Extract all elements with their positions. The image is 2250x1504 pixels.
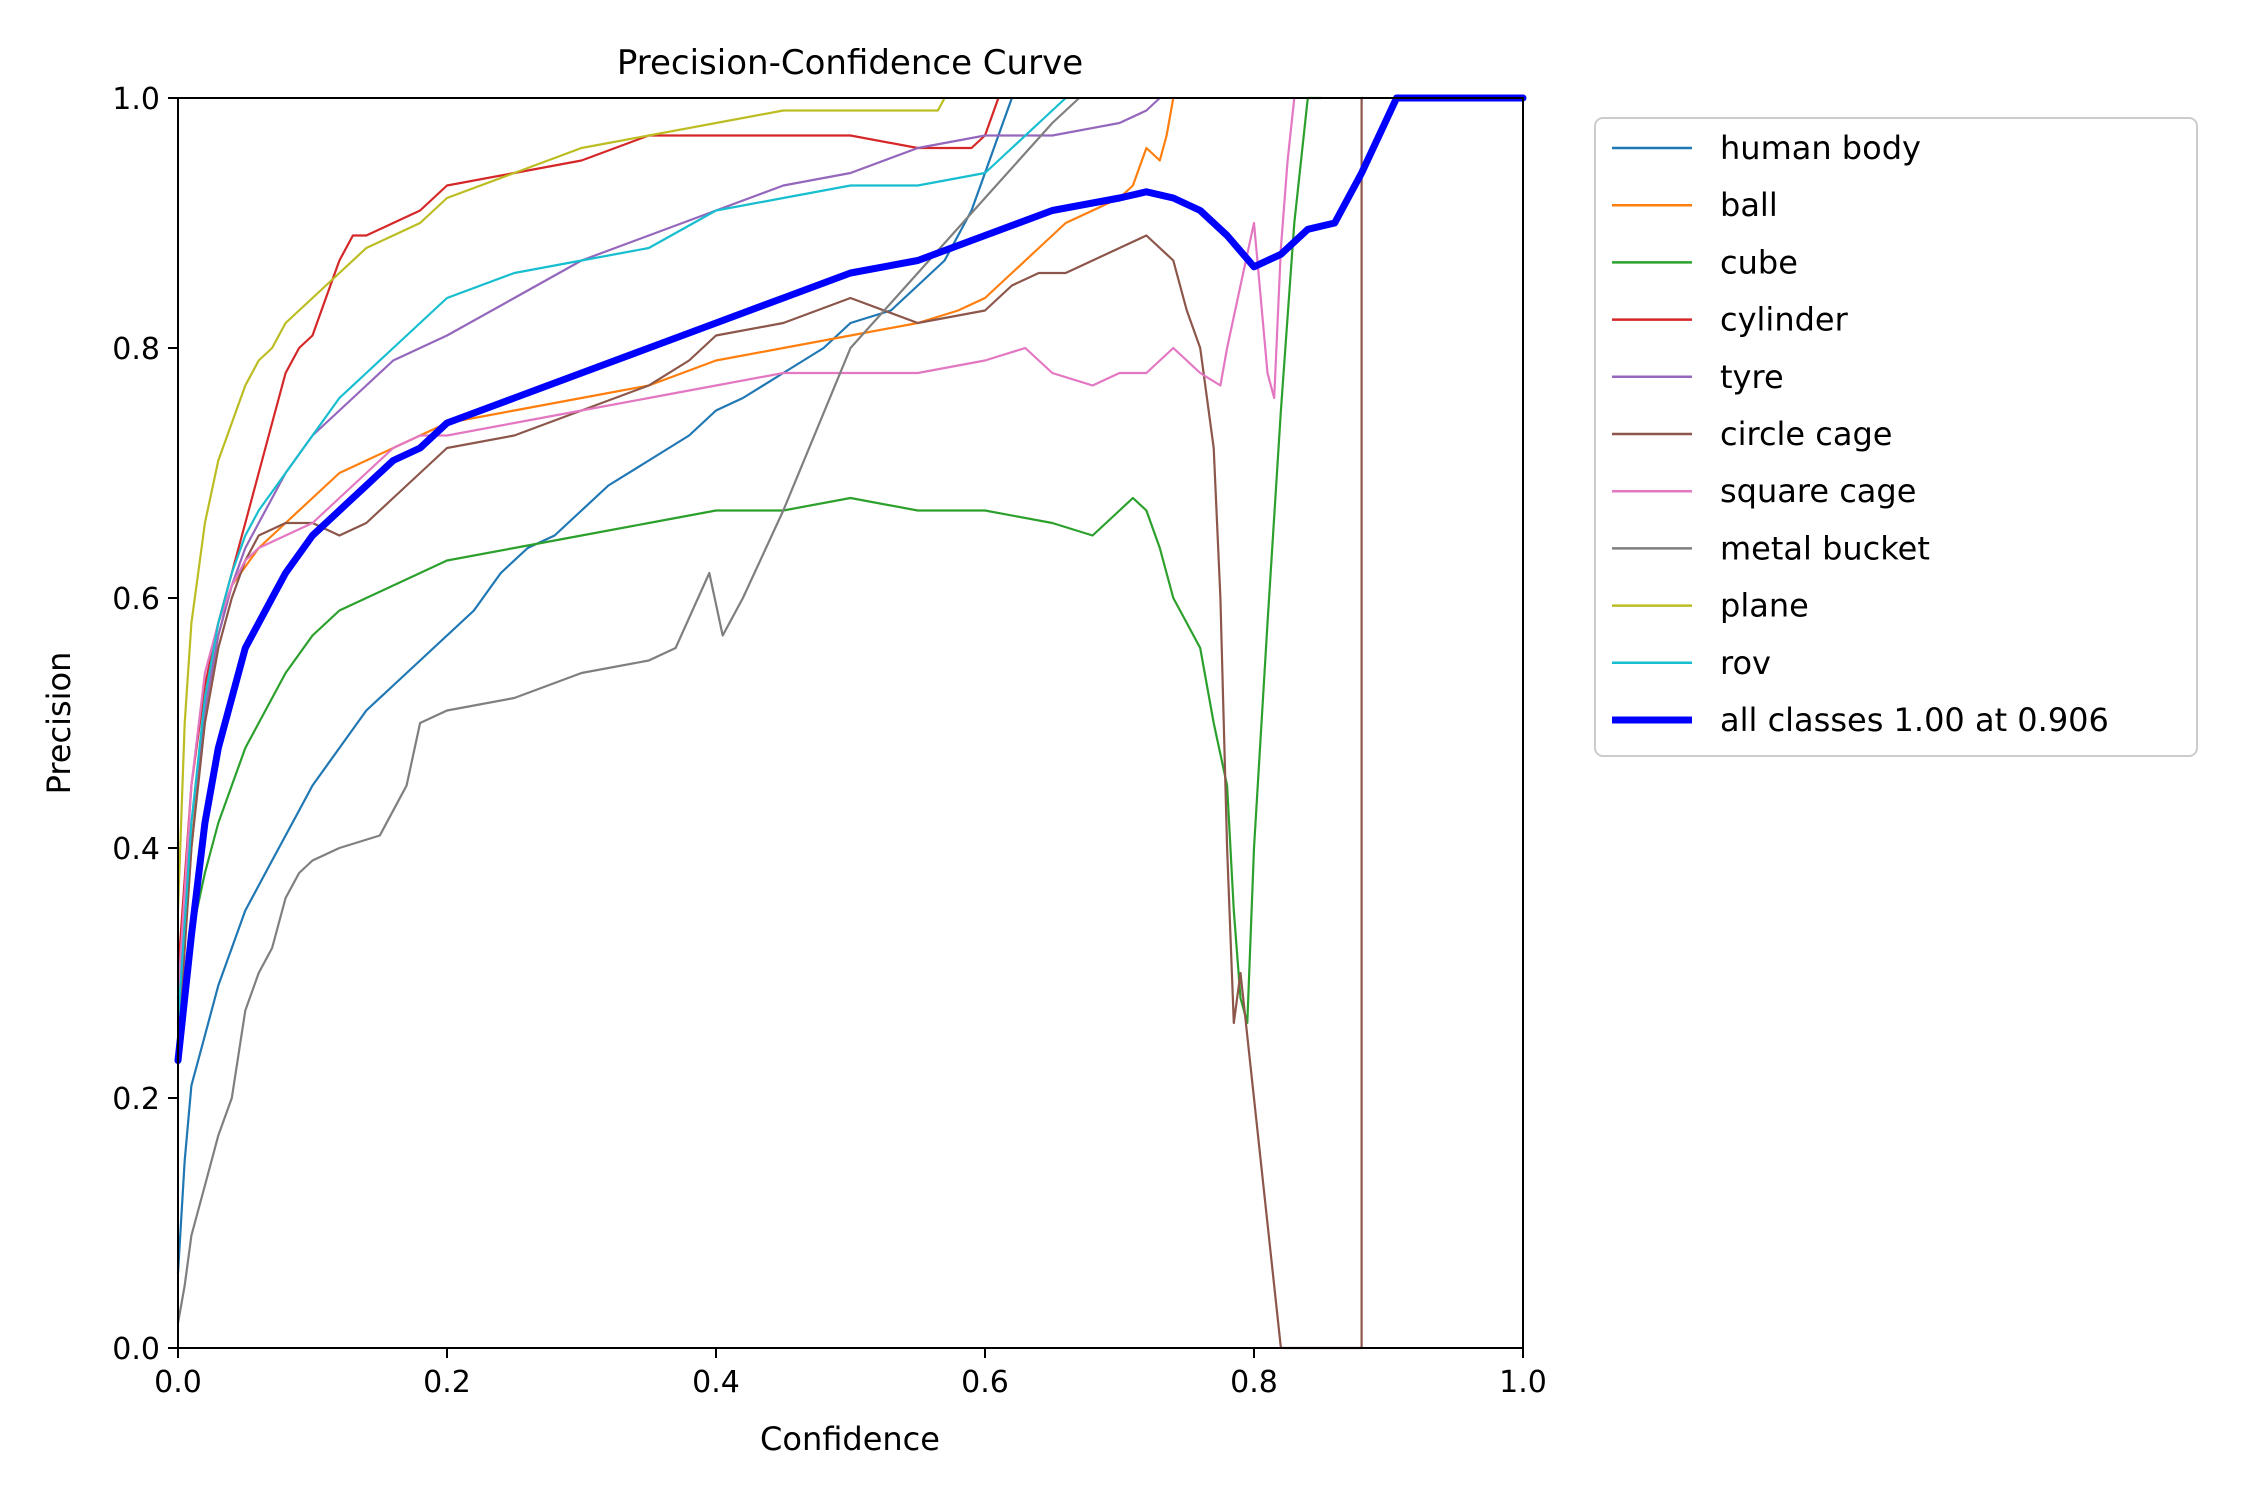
series-line-cylinder bbox=[176, 96, 1000, 975]
series-line-all-classes-1-00-at-0-906 bbox=[174, 94, 1527, 1064]
legend-label-ball: ball bbox=[1720, 186, 1778, 224]
x-tick-label: 1.0 bbox=[1499, 1365, 1547, 1400]
legend-label-cylinder: cylinder bbox=[1720, 301, 1849, 339]
plot-frame bbox=[177, 97, 1524, 1349]
x-axis-ticks: 0.0 0.2 0.4 0.6 0.8 1.0 bbox=[154, 1348, 1547, 1400]
series-line-plane bbox=[176, 96, 946, 912]
legend-label-rov: rov bbox=[1720, 644, 1771, 682]
legend-label-square-cage: square cage bbox=[1720, 472, 1916, 510]
legend-items: human body ball cube cylinder tyre circle cag… bbox=[1612, 129, 2109, 739]
legend-box bbox=[1594, 117, 2198, 757]
x-tick-label: 0.0 bbox=[154, 1365, 202, 1400]
legend-label-tyre: tyre bbox=[1720, 358, 1784, 396]
series-line-square-cage bbox=[176, 96, 1296, 1000]
series-line-metal-bucket bbox=[176, 96, 1081, 1325]
y-tick-label: 0.4 bbox=[112, 832, 160, 867]
y-axis-label: Precision bbox=[40, 652, 78, 795]
legend-label-cube: cube bbox=[1720, 243, 1798, 281]
x-tick-label: 0.8 bbox=[1230, 1365, 1278, 1400]
y-axis-ticks: 0.0 0.2 0.4 0.6 0.8 1.0 bbox=[112, 82, 178, 1367]
y-tick-label: 0.0 bbox=[112, 1332, 160, 1367]
series-line-ball bbox=[176, 96, 1175, 1050]
series-line-tyre bbox=[176, 96, 1161, 1000]
y-tick-label: 0.6 bbox=[112, 582, 160, 617]
legend-label-human-body: human body bbox=[1720, 129, 1921, 167]
y-tick-label: 0.2 bbox=[112, 1082, 160, 1117]
series-line-circle-cage bbox=[176, 96, 1365, 1350]
legend-label-metal-bucket: metal bucket bbox=[1720, 529, 1930, 567]
y-tick-label: 0.8 bbox=[112, 332, 160, 367]
x-tick-label: 0.4 bbox=[692, 1365, 740, 1400]
series-line-cube bbox=[176, 96, 1323, 1025]
legend-label-all-classes-1-00-at-0-906: all classes 1.00 at 0.906 bbox=[1720, 701, 2109, 739]
series-line-human-body bbox=[176, 96, 1014, 1275]
chart-title: Precision-Confidence Curve bbox=[617, 43, 1083, 83]
x-axis-label: Confidence bbox=[760, 1420, 940, 1458]
x-tick-label: 0.6 bbox=[961, 1365, 1009, 1400]
legend: human body ball cube cylinder tyre circle cag… bbox=[1594, 117, 2198, 757]
legend-label-plane: plane bbox=[1720, 587, 1809, 625]
y-tick-label: 1.0 bbox=[112, 82, 160, 117]
plot-lines bbox=[174, 94, 1527, 1350]
series-line-rov bbox=[176, 96, 1067, 1025]
legend-label-circle-cage: circle cage bbox=[1720, 415, 1892, 453]
x-tick-label: 0.2 bbox=[423, 1365, 471, 1400]
